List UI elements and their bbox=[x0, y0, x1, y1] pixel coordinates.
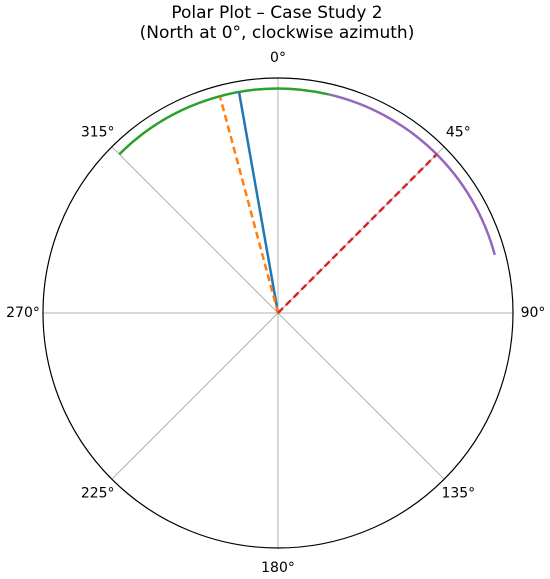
polar-frame bbox=[42, 77, 514, 549]
chart-title: Polar Plot – Case Study 2 bbox=[171, 3, 382, 23]
series-line bbox=[219, 97, 280, 314]
series-line bbox=[328, 93, 496, 256]
series-line bbox=[277, 153, 438, 314]
theta-tick-label: 180° bbox=[261, 560, 295, 576]
series-line bbox=[118, 87, 329, 156]
series-line bbox=[237, 91, 280, 314]
theta-tick-label: 0° bbox=[270, 50, 286, 66]
theta-tick-label: 270° bbox=[6, 305, 40, 321]
grid-line bbox=[277, 312, 445, 480]
theta-tick-label: 45° bbox=[446, 125, 471, 141]
theta-tick-label: 315° bbox=[81, 125, 115, 141]
grid-line bbox=[111, 146, 279, 314]
theta-tick-label: 135° bbox=[441, 485, 475, 501]
theta-tick-label: 90° bbox=[521, 305, 546, 321]
chart-subtitle: (North at 0°, clockwise azimuth) bbox=[140, 23, 415, 43]
grid-line bbox=[111, 312, 279, 480]
theta-tick-label: 225° bbox=[81, 485, 115, 501]
